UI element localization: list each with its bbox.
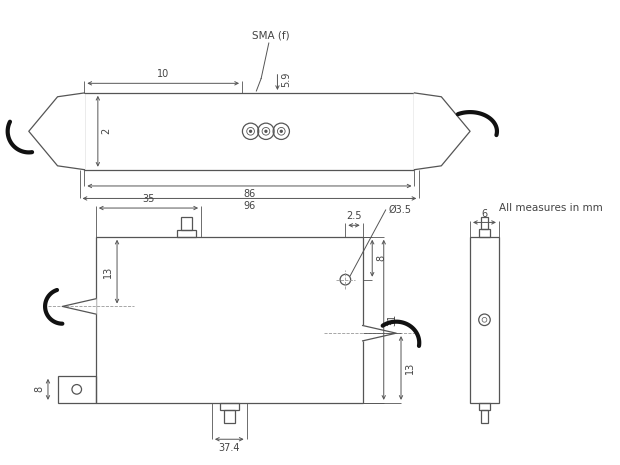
Text: 31: 31 [388,314,397,326]
Bar [480,411,489,423]
Text: 8: 8 [376,255,386,261]
Text: 6: 6 [481,209,487,219]
Circle shape [265,130,267,132]
Bar [58,376,96,403]
Bar [96,237,363,403]
Text: SMA (f): SMA (f) [252,30,290,40]
Polygon shape [63,299,96,314]
Text: Ø3.5: Ø3.5 [389,205,412,215]
Bar [177,230,196,237]
Bar [181,217,192,230]
Text: 96: 96 [243,201,255,211]
Polygon shape [29,93,84,170]
Bar [219,403,239,410]
Circle shape [250,130,252,132]
Bar [470,237,499,403]
Bar [479,403,490,411]
Text: 37.4: 37.4 [218,443,240,453]
Bar [480,217,489,229]
Text: 13: 13 [103,266,113,278]
Circle shape [280,130,282,132]
Polygon shape [414,93,470,170]
Bar [479,229,490,237]
Text: 13: 13 [405,362,415,374]
Bar [84,93,414,170]
Text: 2.5: 2.5 [346,212,361,221]
Text: All measures in mm: All measures in mm [499,203,603,213]
Text: 86: 86 [243,189,255,199]
Text: 8: 8 [34,386,44,392]
Text: 10: 10 [157,69,169,80]
Bar [224,410,235,423]
Polygon shape [363,326,396,341]
Text: 35: 35 [142,194,154,204]
Text: 5.9: 5.9 [281,72,291,87]
Text: 2: 2 [102,128,112,134]
